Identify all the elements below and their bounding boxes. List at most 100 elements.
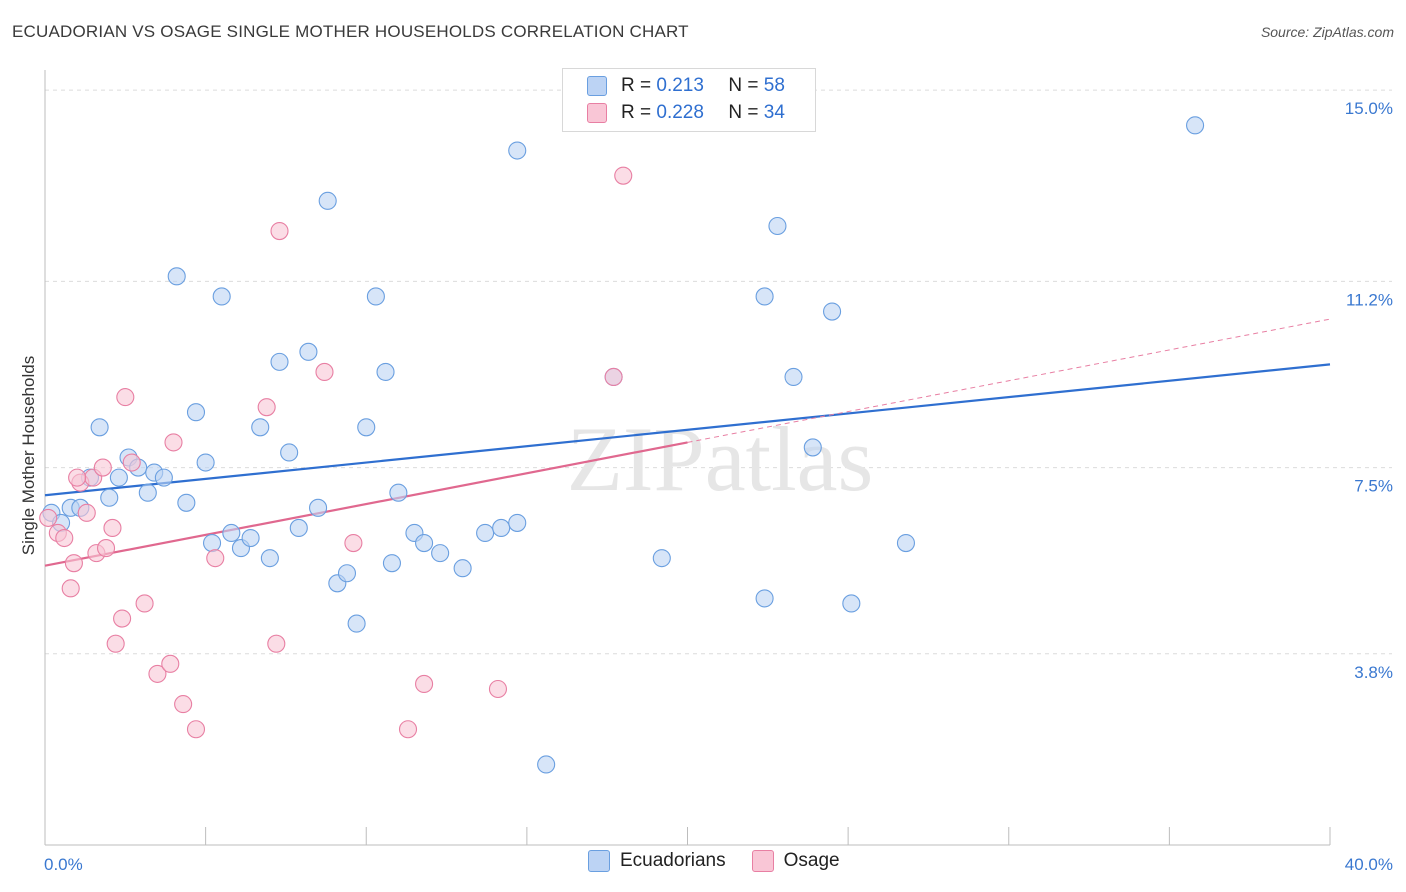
legend-swatch-ecuadorians xyxy=(587,76,607,96)
point-ecuadorians xyxy=(784,367,803,387)
point-osage xyxy=(415,674,434,694)
point-ecuadorians xyxy=(299,342,318,361)
point-ecuadorians xyxy=(382,554,402,573)
point-osage xyxy=(344,534,363,553)
point-ecuadorians xyxy=(537,755,556,774)
point-osage xyxy=(39,508,58,527)
point-ecuadorians xyxy=(431,544,450,563)
legend-swatch-osage xyxy=(587,103,607,123)
trend-extension-osage xyxy=(687,318,1331,443)
trend-line-ecuadorians xyxy=(44,363,1331,497)
point-osage xyxy=(398,720,418,739)
watermark: ZIPatlas xyxy=(567,408,874,510)
point-osage xyxy=(614,166,633,185)
point-osage xyxy=(315,362,334,381)
point-osage xyxy=(113,609,132,628)
point-osage xyxy=(64,554,83,573)
point-ecuadorians xyxy=(177,493,196,512)
point-osage xyxy=(604,367,623,387)
point-osage xyxy=(77,503,96,522)
r-label: R = xyxy=(621,102,652,123)
point-ecuadorians xyxy=(366,287,385,306)
r-label: R = xyxy=(621,75,652,96)
legend-label-ecuadorians: Ecuadorians xyxy=(620,850,726,871)
point-osage xyxy=(96,539,116,558)
source-credit: Source: ZipAtlas.com xyxy=(1260,24,1394,40)
point-ecuadorians xyxy=(337,564,357,583)
trend-line-osage xyxy=(44,441,688,567)
point-ecuadorians xyxy=(842,594,861,613)
point-ecuadorians xyxy=(309,498,328,517)
point-ecuadorians xyxy=(289,518,308,538)
y-tick-label: 15.0% xyxy=(1345,99,1393,118)
point-ecuadorians xyxy=(241,528,260,548)
point-osage xyxy=(68,468,87,487)
point-osage xyxy=(164,433,183,452)
stats-legend: R = 0.213 N = 58 R = 0.228 N = 34 xyxy=(562,68,816,132)
point-ecuadorians xyxy=(376,362,395,381)
x-tick-label-min: 0.0% xyxy=(44,855,83,874)
trend-lines xyxy=(44,318,1331,567)
point-ecuadorians xyxy=(109,468,128,487)
y-tick-label: 3.8% xyxy=(1354,663,1393,682)
point-ecuadorians xyxy=(251,418,270,437)
point-ecuadorians xyxy=(1186,116,1205,135)
point-ecuadorians xyxy=(823,302,842,321)
point-osage xyxy=(267,634,286,653)
y-axis-title: Single Mother Households xyxy=(19,356,38,555)
point-ecuadorians xyxy=(389,483,408,502)
point-osage xyxy=(270,221,289,241)
series-legend: Ecuadorians Osage xyxy=(588,850,866,872)
chart-title: ECUADORIAN VS OSAGE SINGLE MOTHER HOUSEH… xyxy=(12,22,689,41)
n-label: N = xyxy=(728,75,759,96)
point-ecuadorians xyxy=(318,191,337,210)
point-ecuadorians xyxy=(896,534,916,553)
point-ecuadorians xyxy=(476,523,495,543)
point-ecuadorians xyxy=(508,141,527,160)
legend-label-osage: Osage xyxy=(783,850,840,871)
point-osage xyxy=(148,664,167,683)
y-tick-label: 11.2% xyxy=(1346,290,1393,309)
point-osage xyxy=(116,388,135,407)
point-ecuadorians xyxy=(803,438,822,457)
point-ecuadorians xyxy=(768,216,787,236)
point-ecuadorians xyxy=(508,513,527,532)
point-ecuadorians xyxy=(212,287,231,306)
point-ecuadorians xyxy=(203,534,222,553)
point-ecuadorians xyxy=(154,468,173,487)
point-osage xyxy=(122,453,141,472)
point-osage xyxy=(55,528,74,548)
n-value-ecuadorians: 58 xyxy=(763,75,785,96)
r-value-ecuadorians: 0.213 xyxy=(656,75,704,96)
point-ecuadorians xyxy=(222,523,241,543)
point-osage xyxy=(61,579,80,598)
point-osage xyxy=(186,720,206,739)
point-ecuadorians xyxy=(186,403,206,422)
legend-row-osage: R = 0.228 N = 34 xyxy=(587,100,785,126)
point-ecuadorians xyxy=(652,549,671,568)
n-value-osage: 34 xyxy=(763,102,785,123)
point-ecuadorians xyxy=(100,488,119,507)
point-ecuadorians xyxy=(347,614,366,633)
point-ecuadorians xyxy=(260,549,279,568)
point-ecuadorians xyxy=(138,483,157,502)
point-osage xyxy=(93,458,112,477)
point-osage xyxy=(161,654,180,673)
legend-item-osage: Osage xyxy=(751,850,840,872)
data-points xyxy=(39,116,1205,774)
legend-swatch-osage xyxy=(751,850,774,872)
point-osage xyxy=(106,634,125,653)
n-label: N = xyxy=(728,102,759,123)
legend-item-ecuadorians: Ecuadorians xyxy=(588,850,726,872)
r-value-osage: 0.228 xyxy=(656,102,704,123)
point-ecuadorians xyxy=(453,559,472,578)
point-ecuadorians xyxy=(755,589,774,608)
y-tick-label: 7.5% xyxy=(1354,477,1393,496)
point-ecuadorians xyxy=(492,518,511,538)
point-ecuadorians xyxy=(280,443,299,462)
point-osage xyxy=(206,549,225,568)
point-ecuadorians xyxy=(415,534,434,553)
legend-swatch-ecuadorians xyxy=(588,850,610,872)
axes xyxy=(44,70,1331,846)
